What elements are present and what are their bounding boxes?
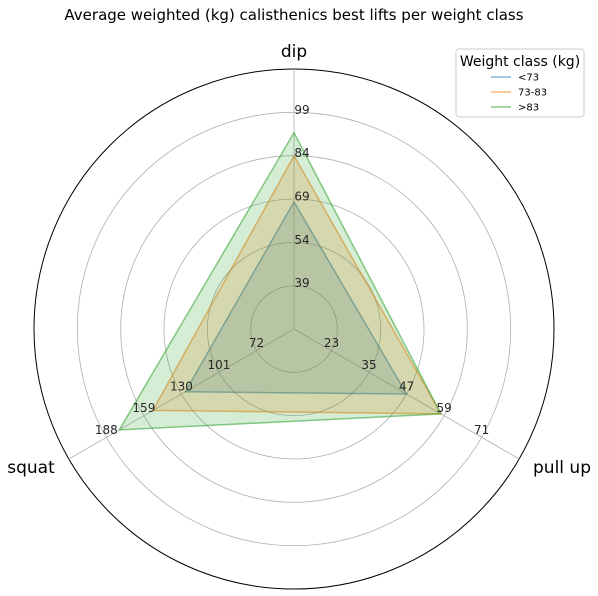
tick-label: 72 [249, 336, 264, 350]
tick-label: 47 [399, 380, 414, 394]
series-area-2 [152, 154, 442, 415]
series-area-3 [118, 131, 442, 431]
tick-label: 35 [361, 358, 376, 372]
tick-label: 39 [294, 276, 309, 290]
axis-name-squat: squat [7, 458, 55, 478]
tick-label: 69 [294, 190, 309, 204]
tick-label: 188 [95, 423, 118, 437]
tick-label: 54 [294, 233, 309, 247]
legend-title: Weight class (kg) [460, 54, 580, 70]
tick-label: 71 [474, 423, 489, 437]
grid-spoke [68, 328, 295, 460]
axis-name-dip: dip [281, 42, 307, 62]
tick-labels: 39 54 69 84 99 23 35 47 59 71 72 101 130 159 188 [95, 103, 489, 437]
series-area-1 [184, 201, 408, 395]
legend-item-label: 73-83 [518, 88, 547, 99]
legend-item-label: <73 [518, 73, 539, 84]
radar-series [118, 131, 442, 431]
tick-label: 99 [294, 103, 309, 117]
tick-label: 84 [294, 146, 309, 160]
radar-grid [33, 68, 555, 590]
tick-label: 101 [207, 358, 230, 372]
legend: Weight class (kg) <73 73-83 >83 [455, 48, 585, 118]
legend-box [455, 48, 585, 118]
tick-label: 23 [324, 336, 339, 350]
tick-label: 59 [436, 401, 451, 415]
tick-label: 159 [132, 401, 155, 415]
axis-name-pull-up: pull up [533, 458, 591, 478]
tick-label: 130 [170, 380, 193, 394]
axis-names: dip pull up squat [7, 42, 591, 478]
chart-title: Average weighted (kg) calisthenics best … [64, 6, 523, 24]
legend-item-label: >83 [518, 103, 539, 114]
